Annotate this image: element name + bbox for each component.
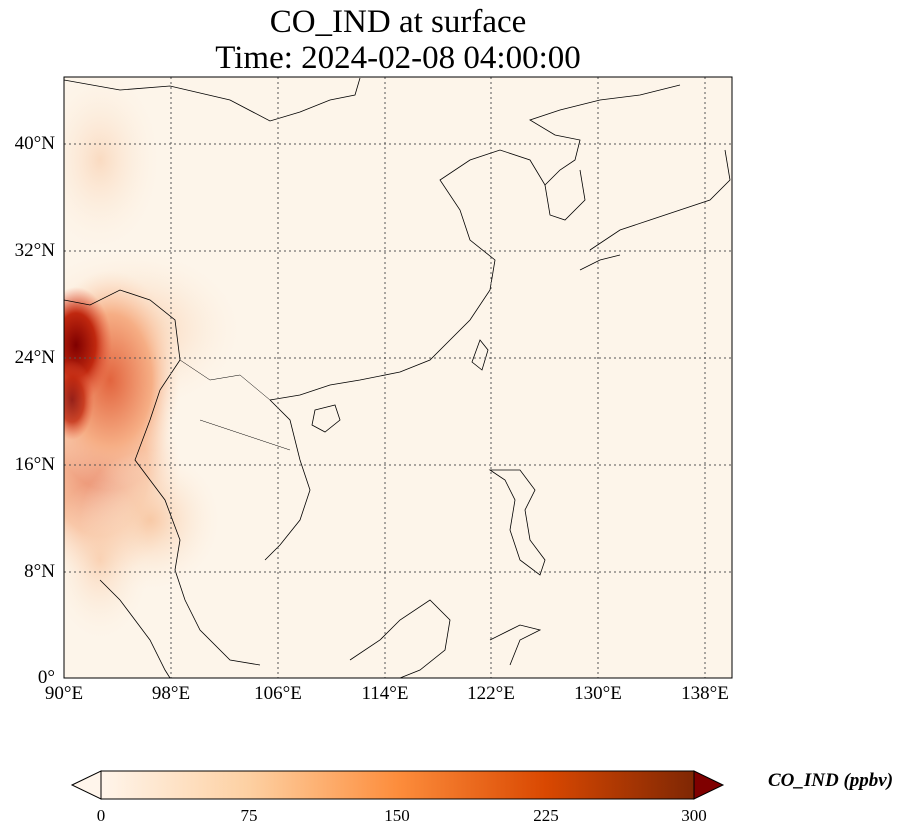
map-frame bbox=[63, 76, 733, 679]
lon-tick-label: 138°E bbox=[681, 683, 729, 704]
lat-tick-label: 8°N bbox=[24, 561, 55, 582]
colorbar-gradient bbox=[100, 770, 695, 800]
concentration-field bbox=[64, 77, 240, 640]
colorbar-tick-label: 75 bbox=[240, 806, 258, 825]
lat-tick-label: 24°N bbox=[14, 347, 55, 368]
coastlines bbox=[64, 77, 731, 678]
colorbar-extend-max bbox=[693, 770, 725, 800]
lon-tick-label: 130°E bbox=[574, 683, 622, 704]
colorbar-extend-min bbox=[70, 770, 102, 800]
lat-tick-label: 40°N bbox=[14, 133, 55, 154]
gridlines bbox=[64, 77, 732, 678]
lon-tick-label: 114°E bbox=[361, 683, 409, 704]
map-subtitle-time: Time: 2024-02-08 04:00:00 bbox=[215, 40, 581, 76]
lon-tick-label: 90°E bbox=[44, 683, 84, 704]
colorbar-label: CO_IND (ppbv) bbox=[768, 770, 894, 791]
colorbar-tick-label: 225 bbox=[533, 806, 559, 825]
lon-tick-label: 122°E bbox=[467, 683, 515, 704]
lat-tick-label: 0° bbox=[37, 667, 55, 688]
colorbar-tick-label: 300 bbox=[681, 806, 707, 825]
colorbar bbox=[70, 770, 725, 800]
lat-tick-label: 16°N bbox=[14, 454, 55, 475]
lat-tick-label: 32°N bbox=[14, 240, 55, 261]
colorbar-tick-label: 150 bbox=[384, 806, 410, 825]
lon-tick-label: 98°E bbox=[151, 683, 191, 704]
colorbar-tick-label: 0 bbox=[96, 806, 106, 825]
lon-tick-label: 106°E bbox=[254, 683, 302, 704]
map-title: CO_IND at surface bbox=[269, 4, 527, 40]
